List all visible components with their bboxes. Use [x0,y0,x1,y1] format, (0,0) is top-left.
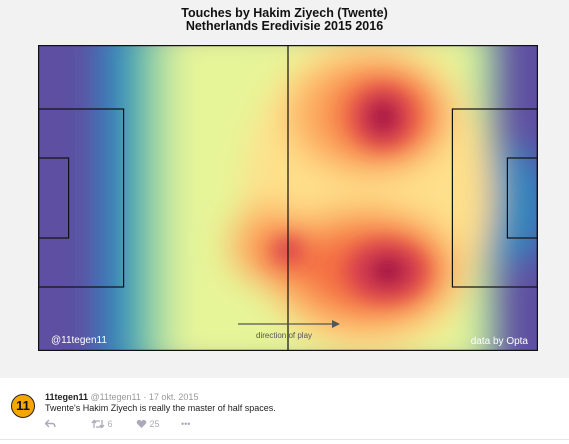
heat-layers [98,45,538,351]
chart-title-line2: Netherlands Eredivisie 2015 2016 [185,19,384,33]
like-button[interactable]: 25 [136,419,160,429]
direction-arrow [238,320,340,328]
direction-of-play-label: direction of play [256,331,313,340]
tweet-date[interactable]: · 17 okt. 2015 [143,392,199,402]
more-icon: ••• [181,419,191,429]
heat-hotspot [370,257,406,285]
heat-hotspot [369,101,397,133]
like-count: 25 [149,419,160,429]
pitch-lines [38,45,538,351]
chart-title: Touches by Hakim Ziyech (Twente) Netherl… [0,7,569,33]
left-six-yard-box [38,157,70,239]
tweet-text: Twente's Hakim Ziyech is really the mast… [45,403,276,413]
avatar[interactable]: 11 [11,394,35,418]
retweet-count: 6 [107,419,113,429]
pitch-heatmap: direction of play @11tegen11 data by Opt… [38,45,538,351]
data-credit: data by Opta [470,336,528,347]
divider [0,439,569,440]
retweet-icon [91,419,105,429]
reply-icon [44,419,56,428]
more-button[interactable]: ••• [181,419,190,429]
reply-button[interactable] [44,419,56,429]
pitch-svg [38,45,538,351]
retweet-button[interactable]: 6 [91,419,113,429]
right-six-yard-box [506,157,538,239]
heart-icon [136,419,147,428]
tweet-header: 11tegen11 @11tegen11 · 17 okt. 2015 [45,392,198,402]
arrow-head [332,320,340,328]
watermark-handle: @11tegen11 [51,335,107,346]
tweet-author-name[interactable]: 11tegen11 [45,392,89,402]
tweet-author-handle[interactable]: @11tegen11 [90,392,141,402]
tweet: 11 11tegen11 @11tegen11 · 17 okt. 2015 T… [0,378,569,444]
heat-hotspots [274,87,426,301]
chart-title-line1: Touches by Hakim Ziyech (Twente) [181,6,388,20]
chart-card: Touches by Hakim Ziyech (Twente) Netherl… [0,0,569,378]
